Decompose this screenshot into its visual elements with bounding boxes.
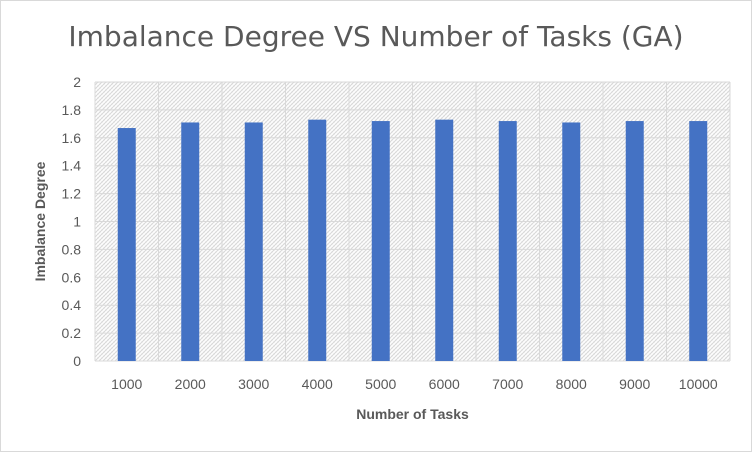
x-tick-label: 8000 [556, 376, 587, 392]
x-tick-label: 2000 [175, 376, 206, 392]
x-tick-label: 1000 [111, 376, 142, 392]
bar-9000 [625, 121, 644, 361]
chart-title: Imbalance Degree VS Number of Tasks (GA) [68, 20, 684, 53]
bar-1000 [117, 128, 136, 361]
bar-5000 [371, 121, 390, 361]
x-axis-ticks: 1000 2000 3000 4000 5000 6000 7000 8000 9000 1000… [111, 376, 718, 392]
bar-2000 [181, 122, 200, 361]
bar-7000 [498, 121, 517, 361]
y-tick-label: 0.6 [62, 269, 82, 285]
x-tick-label: 4000 [302, 376, 333, 392]
x-tick-label: 10000 [679, 376, 718, 392]
y-tick-label: 0.2 [62, 325, 82, 341]
bar-4000 [308, 119, 327, 361]
x-tick-label: 3000 [238, 376, 269, 392]
x-tick-label: 6000 [429, 376, 460, 392]
bar-6000 [435, 119, 454, 361]
y-tick-label: 1.2 [62, 186, 82, 202]
x-tick-label: 7000 [492, 376, 523, 392]
bar-8000 [562, 122, 581, 361]
y-tick-label: 1.4 [62, 158, 82, 174]
y-tick-label: 2 [73, 74, 81, 90]
bars [117, 119, 708, 361]
x-tick-label: 9000 [619, 376, 650, 392]
y-tick-label: 0 [73, 353, 81, 369]
y-axis-ticks: 0 0.2 0.4 0.6 0.8 1 1.2 1.4 1.6 1.8 2 [62, 74, 82, 369]
y-tick-label: 0.4 [62, 297, 82, 313]
y-tick-label: 1.8 [62, 102, 82, 118]
bar-10000 [689, 121, 708, 361]
x-tick-label: 5000 [365, 376, 396, 392]
y-tick-label: 1 [73, 214, 81, 230]
y-tick-label: 1.6 [62, 130, 82, 146]
y-axis-title: Imbalance Degree [32, 161, 48, 281]
x-axis-title: Number of Tasks [356, 406, 469, 422]
bar-3000 [244, 122, 263, 361]
gridlines [94, 81, 731, 362]
y-tick-label: 0.8 [62, 241, 82, 257]
